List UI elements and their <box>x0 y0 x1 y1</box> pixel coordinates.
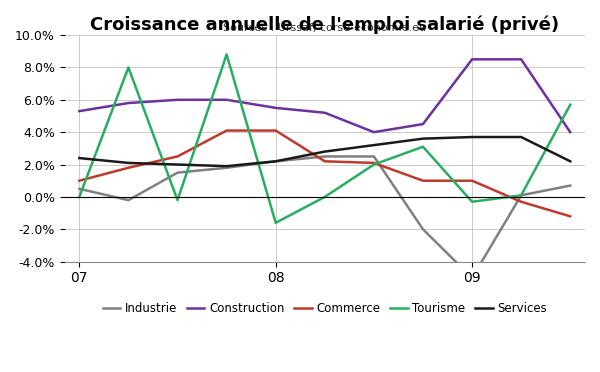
Legend: Industrie, Construction, Commerce, Tourisme, Services: Industrie, Construction, Commerce, Touri… <box>98 297 552 320</box>
Title: Croissance annuelle de l'emploi salarié (privé): Croissance annuelle de l'emploi salarié … <box>90 15 559 33</box>
Commerce <box>272 128 280 133</box>
Tourisme <box>419 144 427 149</box>
Services <box>125 161 132 165</box>
Services <box>174 162 181 167</box>
Services <box>272 159 280 164</box>
Construction <box>419 122 427 126</box>
Industrie <box>272 159 280 164</box>
Commerce <box>469 179 476 183</box>
Line: Services: Services <box>79 137 570 166</box>
Commerce <box>566 214 574 219</box>
Industrie <box>76 187 83 191</box>
Industrie <box>419 227 427 231</box>
Services <box>321 150 328 154</box>
Text: Sources : Urssaf, corse-economie.eu: Sources : Urssaf, corse-economie.eu <box>223 23 427 33</box>
Industrie <box>223 166 230 170</box>
Construction <box>518 57 525 62</box>
Industrie <box>174 170 181 175</box>
Industrie <box>125 198 132 202</box>
Construction <box>469 57 476 62</box>
Construction <box>566 130 574 134</box>
Industrie <box>469 276 476 280</box>
Tourisme <box>223 52 230 57</box>
Tourisme <box>125 65 132 70</box>
Line: Tourisme: Tourisme <box>79 54 570 223</box>
Tourisme <box>174 198 181 202</box>
Industrie <box>321 154 328 159</box>
Construction <box>174 97 181 102</box>
Industrie <box>518 193 525 198</box>
Construction <box>370 130 377 134</box>
Construction <box>321 110 328 115</box>
Commerce <box>174 154 181 159</box>
Services <box>518 135 525 139</box>
Services <box>223 164 230 169</box>
Industrie <box>566 183 574 188</box>
Commerce <box>419 179 427 183</box>
Commerce <box>223 128 230 133</box>
Tourisme <box>469 199 476 204</box>
Commerce <box>518 199 525 204</box>
Tourisme <box>321 195 328 199</box>
Line: Construction: Construction <box>79 60 570 132</box>
Construction <box>125 101 132 105</box>
Commerce <box>370 161 377 165</box>
Industrie <box>370 154 377 159</box>
Tourisme <box>272 221 280 225</box>
Line: Industrie: Industrie <box>79 157 570 278</box>
Services <box>419 137 427 141</box>
Tourisme <box>76 195 83 199</box>
Construction <box>223 97 230 102</box>
Commerce <box>125 166 132 170</box>
Commerce <box>76 179 83 183</box>
Construction <box>272 106 280 110</box>
Tourisme <box>370 162 377 167</box>
Commerce <box>321 159 328 164</box>
Tourisme <box>518 193 525 198</box>
Tourisme <box>566 102 574 107</box>
Services <box>566 159 574 164</box>
Services <box>76 156 83 160</box>
Line: Commerce: Commerce <box>79 131 570 217</box>
Services <box>370 143 377 147</box>
Services <box>469 135 476 139</box>
Construction <box>76 109 83 113</box>
